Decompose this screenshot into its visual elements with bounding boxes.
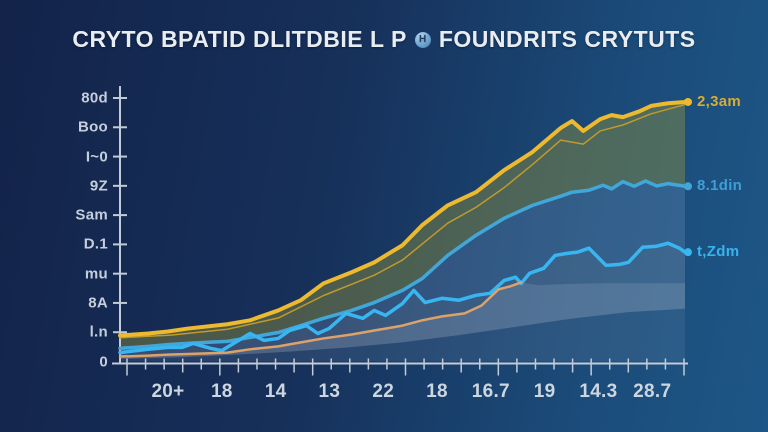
x-axis-label: 28.7 <box>633 381 672 402</box>
y-axis-label: I~0 <box>85 148 108 166</box>
end-label-2,3am: 2,3am <box>697 92 742 110</box>
series-line-2,3am <box>118 99 687 338</box>
y-axis-label: 80d <box>81 89 108 107</box>
series-end-dot-2,3am <box>684 97 692 106</box>
series-line-orange-trend <box>118 281 523 358</box>
series-line-gold-secondary <box>119 103 686 339</box>
series-line-t,Zdm <box>118 241 687 355</box>
end-label-t,Zdm: t,Zdm <box>697 243 740 261</box>
y-axis-label: Boo <box>77 118 108 136</box>
x-axis-label: 13 <box>318 381 341 402</box>
x-axis-label: 20+ <box>151 381 185 402</box>
y-axis-label: 8A <box>88 294 108 312</box>
band-0 <box>120 101 685 349</box>
x-axis-label: 14 <box>264 381 287 402</box>
series-end-dot-8.1din <box>684 182 692 191</box>
band-3 <box>120 282 685 359</box>
chart-title-right: FOUNDRITS CRYTUTS <box>438 26 696 52</box>
y-axis-label: D.1 <box>83 235 108 253</box>
band-2 <box>120 243 685 357</box>
series-end-dot-t,Zdm <box>684 248 692 257</box>
end-label-8.1din: 8.1din <box>697 177 743 195</box>
band-1 <box>120 181 685 353</box>
x-axis-label: 18 <box>426 381 448 402</box>
band-4 <box>120 308 685 362</box>
x-axis-label: 19 <box>533 381 556 402</box>
chart-title: CRYTO BPATID DLITDBIE L P H FOUNDRITS CR… <box>0 26 768 53</box>
x-axis-label: 22 <box>372 381 395 402</box>
x-axis-label: 14.3 <box>579 381 618 402</box>
y-axis-label: l.n <box>89 323 108 341</box>
y-axis-label: 0 <box>99 353 108 370</box>
x-axis-label: 16.7 <box>471 381 510 402</box>
y-axis-label: 9Z <box>89 177 108 195</box>
y-axis-label: Sam <box>75 206 108 224</box>
chart-title-left: CRYTO BPATID DLITDBIE L P <box>72 26 407 52</box>
globe-icon: H <box>414 31 431 48</box>
x-axis-label: 18 <box>210 381 233 402</box>
y-axis-label: mu <box>84 265 108 283</box>
